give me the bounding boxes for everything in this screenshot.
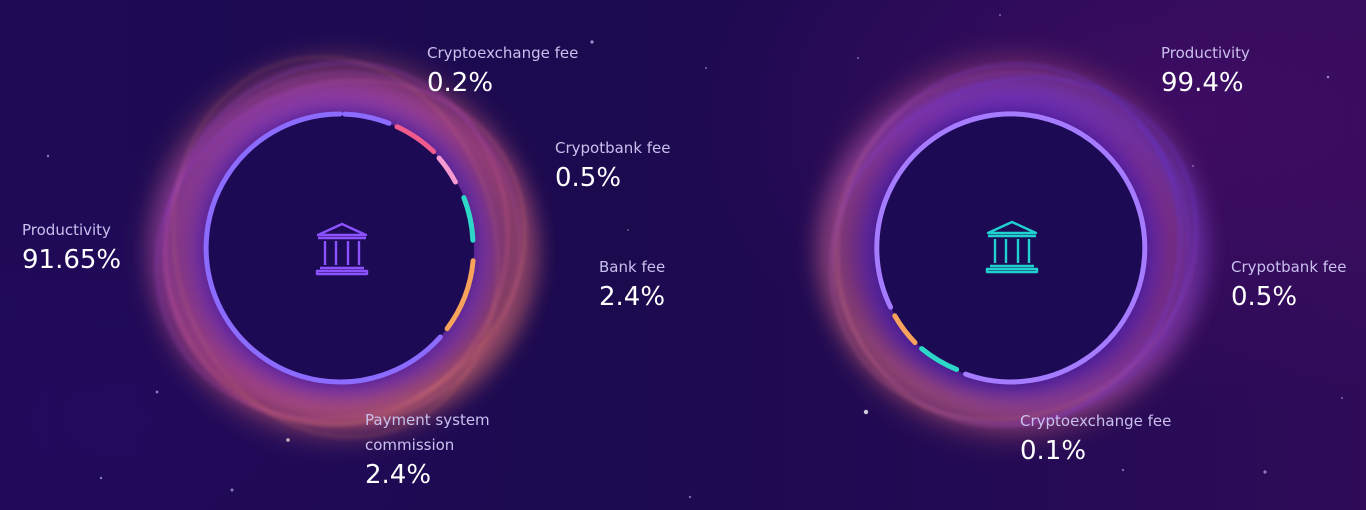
stat-value: 91.65% (22, 245, 122, 275)
ring-segment-payment-system (444, 258, 476, 332)
stat-label: Productivity (22, 221, 111, 239)
stat-value: 0.5% (555, 163, 622, 193)
donut-ring (874, 111, 1148, 385)
stat-productivity: Productivity 91.65% (22, 218, 121, 277)
ring-segment-cryptoexchange-fee (394, 124, 437, 155)
donut-hole (206, 114, 474, 382)
donut-ring (203, 111, 476, 385)
ring-segment-orange (892, 313, 918, 346)
stat-value: 2.4% (599, 282, 666, 312)
bank-icon (315, 222, 369, 276)
stat-cryptoexchange-fee: Cryptoexchange fee 0.1% (1020, 409, 1171, 468)
ring-segment-bank-fee (461, 195, 476, 243)
stat-label: Bank fee (599, 258, 666, 276)
stat-label: Crypotbank fee (555, 139, 671, 157)
stat-productivity: Productivity 99.4% (1161, 41, 1250, 100)
ring-segment-cryptoexchange-fee (919, 346, 960, 372)
stat-label: Cryptoexchange fee (1020, 412, 1172, 430)
stat-value: 2.4% (365, 460, 432, 490)
stat-label: Productivity (1161, 44, 1250, 62)
stat-crypotbank-fee: Crypotbank fee 0.5% (1231, 255, 1347, 314)
stat-label: Crypotbank fee (1231, 258, 1347, 276)
stat-crypotbank-fee: Crypotbank fee 0.5% (555, 136, 671, 195)
fees-chart-left: Cryptoexchange fee 0.2% Crypotbank fee 0… (22, 41, 671, 492)
bank-icon (985, 220, 1039, 274)
ring-segment-productivity (874, 111, 1148, 385)
stat-label: Payment system commission (365, 411, 490, 454)
stat-value: 0.5% (1231, 282, 1298, 312)
stat-value: 0.1% (1020, 436, 1087, 466)
ring-segment-productivity-top (342, 111, 392, 126)
stat-payment-system-commission: Payment system commission 2.4% (365, 408, 490, 492)
ring-segment-productivity (203, 111, 443, 385)
fees-chart-right: Productivity 99.4% Crypotbank fee 0.5% C… (683, 0, 1366, 510)
stat-bank-fee: Bank fee 2.4% (599, 255, 665, 314)
donut-chart-right (806, 43, 1216, 453)
donut-chart-left (135, 43, 545, 453)
stat-value: 99.4% (1161, 68, 1244, 98)
stat-label: Cryptoexchange fee (427, 44, 579, 62)
ring-segment-crypotbank-fee (436, 155, 458, 185)
donut-hole (877, 114, 1145, 382)
stat-value: 0.2% (427, 68, 494, 98)
stat-cryptoexchange-fee: Cryptoexchange fee 0.2% (427, 41, 578, 100)
